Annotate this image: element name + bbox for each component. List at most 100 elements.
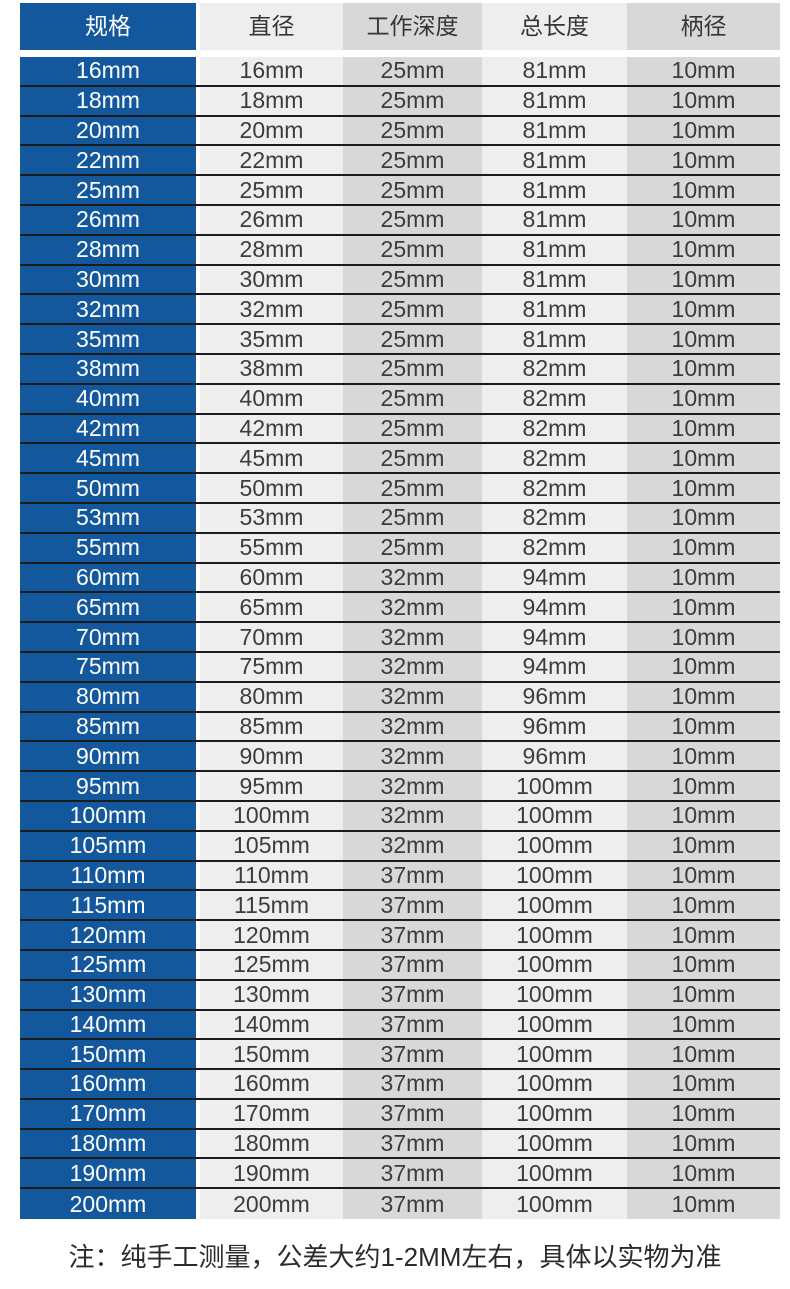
table-row: 80mm 80mm 32mm 96mm 10mm	[20, 682, 780, 713]
cell-working-depth: 25mm	[343, 295, 482, 324]
cell-diameter: 16mm	[200, 57, 343, 85]
cell-working-depth: 37mm	[343, 921, 482, 949]
cell-total-length: 94mm	[482, 652, 627, 681]
cell-shank-diameter: 10mm	[627, 354, 780, 383]
cell-diameter: 130mm	[200, 980, 343, 1009]
table-body: 16mm 16mm 25mm 81mm 10mm 18mm 18mm 25mm …	[20, 57, 780, 1220]
table-row: 16mm 16mm 25mm 81mm 10mm	[20, 57, 780, 87]
table-row: 170mm 170mm 37mm 100mm 10mm	[20, 1099, 780, 1130]
cell-diameter: 38mm	[200, 354, 343, 383]
cell-total-length: 81mm	[482, 295, 627, 324]
column-header-shank-diameter: 柄径	[627, 3, 780, 50]
cell-working-depth: 32mm	[343, 831, 482, 860]
cell-working-depth: 32mm	[343, 682, 482, 711]
cell-total-length: 100mm	[482, 891, 627, 920]
cell-shank-diameter: 10mm	[627, 1070, 780, 1098]
cell-total-length: 82mm	[482, 474, 627, 502]
cell-total-length: 100mm	[482, 1159, 627, 1188]
cell-working-depth: 25mm	[343, 414, 482, 443]
table-row: 120mm 120mm 37mm 100mm 10mm	[20, 921, 780, 951]
cell-spec: 95mm	[20, 772, 196, 800]
cell-spec: 28mm	[20, 235, 196, 264]
cell-spec: 32mm	[20, 295, 196, 324]
cell-working-depth: 25mm	[343, 265, 482, 294]
table-row: 105mm 105mm 32mm 100mm 10mm	[20, 831, 780, 862]
cell-spec: 60mm	[20, 563, 196, 592]
cell-shank-diameter: 10mm	[627, 116, 780, 145]
table-row: 35mm 35mm 25mm 81mm 10mm	[20, 325, 780, 355]
cell-spec: 65mm	[20, 593, 196, 622]
cell-working-depth: 25mm	[343, 384, 482, 413]
cell-shank-diameter: 10mm	[627, 891, 780, 920]
cell-spec: 16mm	[20, 57, 196, 85]
cell-diameter: 20mm	[200, 116, 343, 145]
cell-total-length: 81mm	[482, 57, 627, 85]
cell-shank-diameter: 10mm	[627, 1040, 780, 1069]
cell-shank-diameter: 10mm	[627, 1010, 780, 1039]
cell-diameter: 28mm	[200, 235, 343, 264]
cell-spec: 170mm	[20, 1099, 196, 1128]
table-row: 115mm 115mm 37mm 100mm 10mm	[20, 891, 780, 922]
cell-working-depth: 37mm	[343, 1070, 482, 1098]
table-row: 110mm 110mm 37mm 100mm 10mm	[20, 861, 780, 892]
cell-diameter: 120mm	[200, 921, 343, 949]
cell-total-length: 100mm	[482, 950, 627, 979]
cell-working-depth: 32mm	[343, 801, 482, 830]
cell-diameter: 150mm	[200, 1040, 343, 1069]
cell-total-length: 81mm	[482, 116, 627, 145]
cell-spec: 70mm	[20, 623, 196, 651]
table-row: 38mm 38mm 25mm 82mm 10mm	[20, 354, 780, 385]
table-row: 95mm 95mm 32mm 100mm 10mm	[20, 772, 780, 802]
cell-working-depth: 37mm	[343, 1159, 482, 1188]
table-row: 53mm 53mm 25mm 82mm 10mm	[20, 503, 780, 534]
table-row: 130mm 130mm 37mm 100mm 10mm	[20, 980, 780, 1011]
column-header-working-depth: 工作深度	[343, 3, 482, 50]
cell-spec: 85mm	[20, 712, 196, 741]
cell-diameter: 45mm	[200, 444, 343, 473]
table-row: 22mm 22mm 25mm 81mm 10mm	[20, 146, 780, 177]
cell-total-length: 94mm	[482, 623, 627, 651]
cell-spec: 100mm	[20, 801, 196, 830]
cell-total-length: 82mm	[482, 354, 627, 383]
cell-spec: 53mm	[20, 503, 196, 532]
cell-total-length: 82mm	[482, 444, 627, 473]
cell-total-length: 82mm	[482, 384, 627, 413]
cell-total-length: 100mm	[482, 861, 627, 890]
cell-working-depth: 25mm	[343, 325, 482, 353]
cell-spec: 40mm	[20, 384, 196, 413]
table-row: 42mm 42mm 25mm 82mm 10mm	[20, 414, 780, 445]
cell-shank-diameter: 10mm	[627, 325, 780, 353]
cell-total-length: 96mm	[482, 742, 627, 771]
cell-total-length: 81mm	[482, 86, 627, 115]
cell-spec: 110mm	[20, 861, 196, 890]
table-row: 200mm 200mm 37mm 100mm 10mm	[20, 1189, 780, 1220]
cell-shank-diameter: 10mm	[627, 503, 780, 532]
table-row: 26mm 26mm 25mm 81mm 10mm	[20, 205, 780, 236]
table-row: 70mm 70mm 32mm 94mm 10mm	[20, 623, 780, 653]
cell-working-depth: 32mm	[343, 623, 482, 651]
cell-total-length: 100mm	[482, 1010, 627, 1039]
cell-working-depth: 25mm	[343, 146, 482, 175]
cell-working-depth: 32mm	[343, 593, 482, 622]
cell-shank-diameter: 10mm	[627, 950, 780, 979]
cell-shank-diameter: 10mm	[627, 861, 780, 890]
cell-spec: 55mm	[20, 533, 196, 562]
cell-working-depth: 37mm	[343, 1010, 482, 1039]
cell-diameter: 180mm	[200, 1129, 343, 1158]
cell-working-depth: 25mm	[343, 176, 482, 204]
table-row: 180mm 180mm 37mm 100mm 10mm	[20, 1129, 780, 1160]
cell-shank-diameter: 10mm	[627, 57, 780, 85]
cell-total-length: 100mm	[482, 921, 627, 949]
measurement-note: 注：纯手工测量，公差大约1-2MM左右，具体以实物为准	[68, 1242, 722, 1272]
cell-working-depth: 37mm	[343, 950, 482, 979]
table-row: 65mm 65mm 32mm 94mm 10mm	[20, 593, 780, 624]
cell-spec: 200mm	[20, 1189, 196, 1220]
spec-table: 规格 直径 工作深度 总长度 柄径 16mm 16mm 25mm 81mm 10…	[20, 3, 780, 1220]
cell-diameter: 42mm	[200, 414, 343, 443]
cell-working-depth: 37mm	[343, 1129, 482, 1158]
cell-shank-diameter: 10mm	[627, 682, 780, 711]
table-row: 125mm 125mm 37mm 100mm 10mm	[20, 950, 780, 981]
cell-spec: 90mm	[20, 742, 196, 771]
cell-shank-diameter: 10mm	[627, 265, 780, 294]
cell-shank-diameter: 10mm	[627, 533, 780, 562]
